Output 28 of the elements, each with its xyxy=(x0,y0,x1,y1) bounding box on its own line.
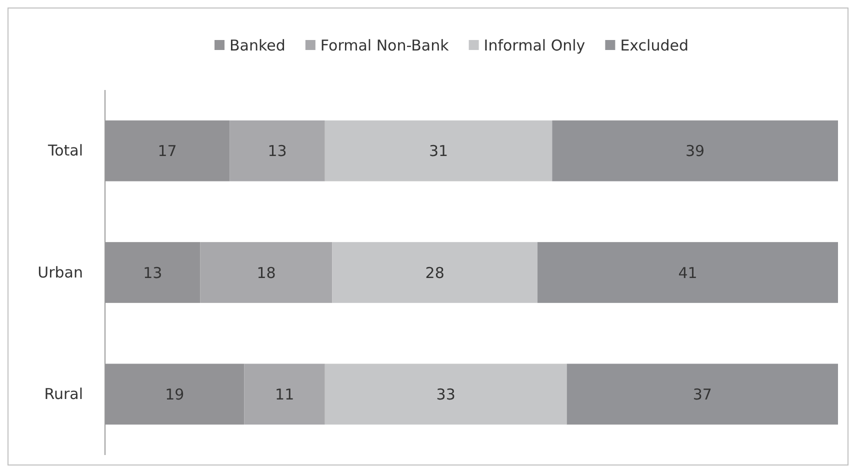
y-tick-label: Total xyxy=(46,142,83,160)
bar xyxy=(566,364,838,425)
data-label: 39 xyxy=(686,142,705,160)
legend-label: Banked xyxy=(230,36,286,54)
bar xyxy=(230,120,325,182)
legend-label: Informal Only xyxy=(484,36,586,54)
bar xyxy=(324,364,567,425)
data-label: 28 xyxy=(425,264,444,282)
bar xyxy=(332,242,538,303)
data-label: 37 xyxy=(692,385,712,404)
data-label: 13 xyxy=(143,264,162,282)
data-label: 41 xyxy=(678,264,698,282)
data-label: 19 xyxy=(165,385,184,404)
data-label: 33 xyxy=(436,385,456,404)
bar xyxy=(244,364,325,425)
legend-label: Formal Non-Bank xyxy=(320,36,450,54)
bar xyxy=(324,120,552,182)
data-label: 31 xyxy=(428,142,448,160)
bar xyxy=(552,120,838,182)
data-label: 11 xyxy=(275,385,294,404)
y-tick-label: Rural xyxy=(44,384,83,403)
bar xyxy=(200,242,332,303)
legend-label: Excluded xyxy=(620,36,688,54)
data-label: 13 xyxy=(268,142,287,160)
data-label: 17 xyxy=(158,142,177,160)
y-tick-label: Urban xyxy=(38,263,83,282)
data-label: 18 xyxy=(256,264,276,282)
bar xyxy=(537,242,838,303)
